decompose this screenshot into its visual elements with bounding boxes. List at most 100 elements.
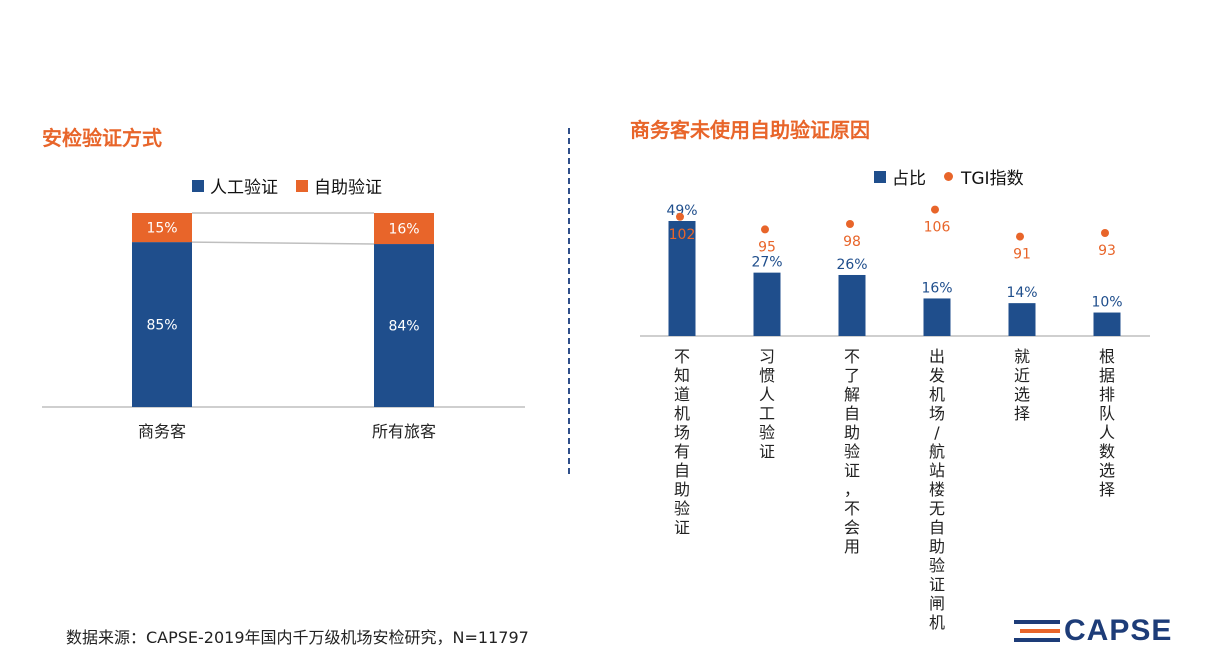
tgi-point-0 <box>676 212 684 221</box>
right-chart-title: 商务客未使用自助验证原因 <box>630 118 870 142</box>
legend-label-tgi: TGI指数 <box>961 169 1024 189</box>
x-tick-right-5: 根据排队人数选择 <box>1099 347 1115 499</box>
label-share-0: 49% <box>666 203 697 219</box>
bar-share-0 <box>668 221 696 336</box>
bar-share-3 <box>923 298 951 336</box>
x-tick-right-char: 航 <box>929 442 945 461</box>
x-tick-right-char: 道 <box>674 385 690 404</box>
logo-mark-icon <box>1014 620 1060 642</box>
x-tick-right-char: 择 <box>1099 480 1115 499</box>
x-tick-right-char: 不 <box>844 499 860 518</box>
x-tick-right-char: 自 <box>844 404 860 423</box>
x-tick-right-char: 择 <box>1014 404 1030 423</box>
x-tick-right-char: 了 <box>844 366 860 385</box>
label-self-0: 15% <box>146 221 177 237</box>
x-tick-right-char: 发 <box>929 366 945 385</box>
label-share-4: 14% <box>1006 285 1037 301</box>
x-tick-right-char: 闸 <box>929 594 945 613</box>
x-tick-left-0: 商务客 <box>138 422 186 441</box>
x-tick-right-char: 不 <box>844 347 860 366</box>
legend-marker-tgi <box>944 172 953 181</box>
x-tick-right-char: 近 <box>1014 366 1030 385</box>
legend-item-self: 自助验证 <box>296 173 382 198</box>
bar-manual-0 <box>132 242 192 407</box>
bar-share-1 <box>753 272 781 336</box>
x-tick-right-char: 机 <box>674 404 690 423</box>
legend-item-tgi: TGI指数 <box>944 164 1024 189</box>
legend-label-share: 占比 <box>892 169 926 189</box>
label-tgi-5: 93 <box>1098 243 1116 259</box>
x-tick-right-char: ， <box>844 480 860 499</box>
x-tick-right-char: 自 <box>929 518 945 537</box>
x-tick-right-char: 场 <box>674 423 690 442</box>
x-tick-right-char: 惯 <box>759 366 775 385</box>
x-tick-right-char: 工 <box>759 404 775 423</box>
x-tick-right-char: 证 <box>759 442 775 461</box>
x-tick-right-char: 助 <box>844 423 860 442</box>
x-tick-right-char: 据 <box>1099 366 1115 385</box>
bar-manual-1 <box>374 244 434 407</box>
x-tick-right-char: 证 <box>844 461 860 480</box>
x-tick-right-char: 习 <box>759 347 775 366</box>
x-tick-right-char: 无 <box>929 499 945 518</box>
tgi-point-2 <box>846 220 854 228</box>
x-tick-right-char: 知 <box>674 366 690 385</box>
label-tgi-2: 98 <box>843 234 861 250</box>
x-tick-right-char: 选 <box>1099 461 1115 480</box>
bar-share-4 <box>1008 303 1036 336</box>
right-legend: 占比 TGI指数 <box>874 164 1042 189</box>
x-tick-right-char: 自 <box>674 461 690 480</box>
x-tick-right-char: 就 <box>1014 347 1030 366</box>
legend-label-manual: 人工验证 <box>210 178 278 198</box>
legend-item-manual: 人工验证 <box>192 173 278 198</box>
x-tick-right-char: 证 <box>929 575 945 594</box>
label-manual-1: 84% <box>388 319 419 335</box>
left-chart-title: 安检验证方式 <box>42 126 162 150</box>
label-tgi-1: 95 <box>758 239 776 255</box>
tgi-point-1 <box>761 225 769 234</box>
legend-swatch-self <box>296 179 308 192</box>
bar-self-1 <box>374 213 434 245</box>
x-tick-right-char: 证 <box>674 518 690 537</box>
x-tick-right-char: 解 <box>844 385 860 404</box>
label-tgi-0: 102 <box>669 227 696 243</box>
bar-self-0 <box>132 213 192 243</box>
x-tick-right-char: 排 <box>1099 385 1115 404</box>
x-tick-right-char: 机 <box>929 385 945 404</box>
bar-share-2 <box>838 274 866 336</box>
x-tick-right-char: 出 <box>929 347 945 366</box>
left-legend: 人工验证 自助验证 <box>192 173 400 198</box>
tgi-point-5 <box>1101 229 1109 237</box>
legend-swatch-manual <box>192 179 204 192</box>
x-tick-right-char: 会 <box>844 518 860 537</box>
label-share-1: 27% <box>751 255 782 271</box>
label-tgi-4: 91 <box>1013 247 1031 263</box>
label-share-5: 10% <box>1091 295 1122 311</box>
x-tick-left-1: 所有旅客 <box>372 422 436 441</box>
label-share-3: 16% <box>921 280 952 296</box>
x-tick-right-char: 楼 <box>929 480 945 499</box>
x-tick-right-char: 人 <box>759 385 775 404</box>
x-tick-right-2: 不了解自助验证，不会用 <box>844 347 860 556</box>
x-tick-right-char: 验 <box>674 499 690 518</box>
logo-text: CAPSE <box>1064 614 1173 647</box>
section-divider <box>568 128 570 474</box>
tgi-point-4 <box>1016 232 1024 241</box>
x-tick-right-char: 不 <box>674 347 690 366</box>
x-tick-right-char: / <box>934 423 940 442</box>
x-tick-right-char: 场 <box>929 404 945 423</box>
x-tick-right-char: 验 <box>844 442 860 461</box>
data-source-note: 数据来源：CAPSE-2019年国内千万级机场安检研究，N=11797 <box>66 628 529 647</box>
x-tick-right-char: 选 <box>1014 385 1030 404</box>
x-tick-right-3: 出发机场/航站楼无自助验证闸机 <box>929 347 945 632</box>
tgi-point-3 <box>931 205 939 214</box>
bar-share-5 <box>1093 312 1121 336</box>
x-tick-right-0: 不知道机场有自助验证 <box>674 347 690 537</box>
x-tick-right-1: 习惯人工验证 <box>759 347 775 461</box>
x-tick-right-char: 人 <box>1099 423 1115 442</box>
x-tick-right-char: 有 <box>674 442 690 461</box>
legend-item-share: 占比 <box>874 164 926 189</box>
legend-label-self: 自助验证 <box>314 178 382 198</box>
capse-logo: CAPSE <box>1014 614 1172 648</box>
